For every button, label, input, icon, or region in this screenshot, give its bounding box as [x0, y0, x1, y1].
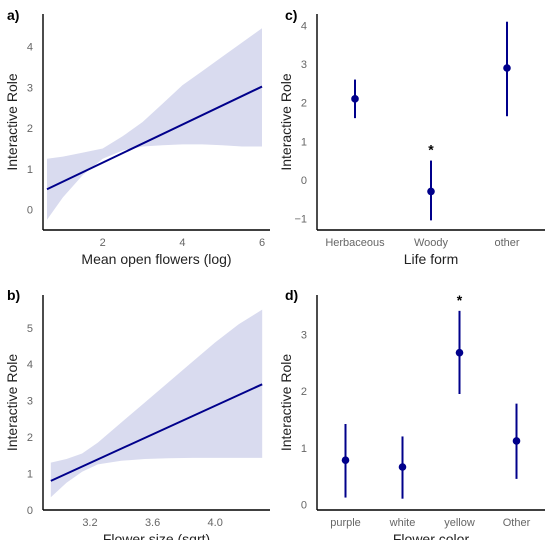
y-tick-label: 5 — [27, 323, 33, 335]
y-tick-label: 3 — [27, 82, 33, 94]
y-tick-label: 3 — [27, 396, 33, 408]
x-axis-title: Flower color — [393, 531, 470, 540]
y-tick-label: 1 — [27, 164, 33, 176]
x-tick-label: 4.0 — [208, 517, 223, 529]
data-point — [351, 95, 359, 103]
confidence-band — [47, 28, 262, 220]
panel-a: a) 0 1 2 3 4 2 4 6 Mean open flowers (log) Interac… — [4, 7, 270, 267]
panel-label: c) — [285, 7, 297, 23]
panel-b: b) 0 1 2 3 4 5 3.2 3.6 4.0 Flower size (sqrt) Inter… — [4, 287, 270, 540]
y-tick-label: 2 — [301, 386, 307, 398]
y-tick-label: 0 — [301, 175, 307, 187]
x-tick-label: Other — [503, 517, 531, 529]
confidence-band — [50, 309, 263, 498]
x-tick-label: purple — [330, 517, 361, 529]
y-axis-title: Interactive Role — [278, 73, 294, 170]
x-axis-title: Mean open flowers (log) — [81, 251, 231, 267]
panel-label: d) — [285, 287, 298, 303]
y-tick-label: 0 — [27, 205, 33, 217]
x-tick-label: white — [389, 517, 416, 529]
y-tick-label: 1 — [301, 136, 307, 148]
x-axis-title: Flower size (sqrt) — [103, 531, 210, 540]
y-tick-label: 0 — [27, 505, 33, 517]
x-tick-label: 6 — [259, 237, 265, 249]
y-tick-label: 4 — [27, 42, 33, 54]
panel-c: c) −1 0 1 2 3 4 Herbaceous Woody other Life form In… — [278, 7, 545, 267]
x-tick-label: 3.2 — [82, 517, 97, 529]
panel-d: d) 0 1 2 3 purple white yellow Other Flower color… — [278, 287, 545, 540]
y-tick-label: 4 — [301, 21, 307, 33]
y-tick-label: 3 — [301, 59, 307, 71]
y-tick-label: 1 — [301, 443, 307, 455]
x-tick-label: 4 — [179, 237, 185, 249]
data-point — [455, 348, 464, 357]
x-tick-label: Woody — [414, 237, 449, 249]
x-tick-label: Herbaceous — [325, 237, 385, 249]
y-tick-label: 4 — [27, 359, 33, 371]
y-axis-title: Interactive Role — [4, 73, 20, 170]
y-tick-label: 2 — [27, 123, 33, 135]
data-point — [503, 64, 511, 72]
x-tick-label: other — [494, 237, 519, 249]
y-tick-label: 1 — [27, 469, 33, 481]
panel-label: a) — [7, 7, 19, 23]
x-tick-label: 2 — [100, 237, 106, 249]
x-tick-label: yellow — [444, 517, 475, 529]
x-axis-title: Life form — [404, 251, 458, 267]
y-tick-label: 0 — [301, 499, 307, 511]
significance-marker: * — [428, 142, 434, 158]
fit-line — [46, 85, 263, 191]
fit-line — [50, 383, 263, 482]
y-axis-title: Interactive Role — [278, 354, 294, 451]
data-point — [512, 437, 521, 445]
y-axis-title: Interactive Role — [4, 354, 20, 451]
y-tick-label: 2 — [27, 432, 33, 444]
data-point — [341, 456, 350, 465]
x-tick-label: 3.6 — [145, 517, 160, 529]
y-tick-label: −1 — [294, 213, 307, 225]
data-point — [427, 187, 435, 196]
data-point — [398, 463, 407, 471]
y-tick-label: 3 — [301, 330, 307, 342]
panel-label: b) — [7, 287, 20, 303]
significance-marker: * — [457, 292, 463, 308]
y-tick-label: 2 — [301, 98, 307, 110]
